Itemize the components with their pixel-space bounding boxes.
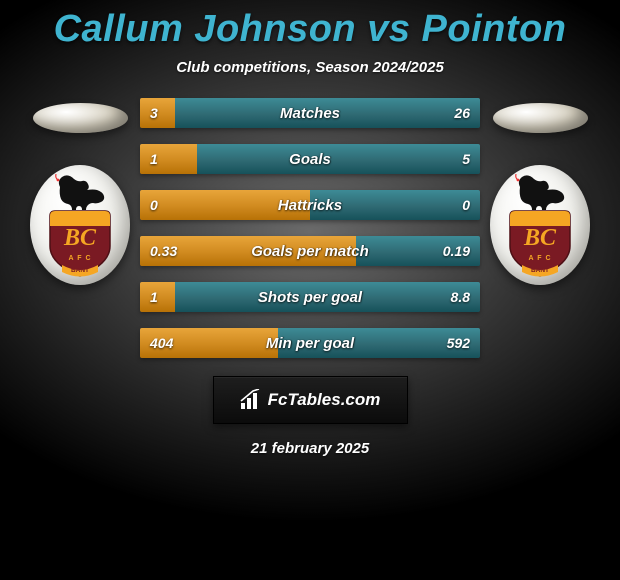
player-left-marker: [33, 103, 128, 133]
comparison-title: Callum Johnson vs Pointon: [54, 8, 567, 51]
comparison-subtitle: Club competitions, Season 2024/2025: [176, 59, 444, 76]
player-right-marker: [493, 103, 588, 133]
player-left-panel: BC A F C BANT: [20, 98, 140, 285]
stat-segment-right: [356, 236, 480, 266]
stat-segment-right: [278, 328, 480, 358]
branding-box: FcTables.com: [213, 376, 408, 424]
branding-text: FcTables.com: [268, 390, 381, 410]
stat-bar: 15Goals: [140, 144, 480, 174]
stat-segment-left: [140, 98, 175, 128]
svg-text:A F C: A F C: [528, 255, 551, 262]
stat-segment-right: [175, 282, 480, 312]
comparison-main: BC A F C BANT 326Matches 15Goals 00Hattric…: [0, 98, 620, 358]
stat-bar: 326Matches: [140, 98, 480, 128]
svg-text:BANT: BANT: [531, 267, 549, 274]
comparison-date: 21 february 2025: [251, 440, 369, 457]
svg-text:BC: BC: [63, 225, 97, 251]
svg-text:BANT: BANT: [71, 267, 89, 274]
stat-bar: 404592Min per goal: [140, 328, 480, 358]
stat-bar: 18.8Shots per goal: [140, 282, 480, 312]
player-right-panel: BC A F C BANT: [480, 98, 600, 285]
stat-segment-left: [140, 144, 197, 174]
stat-segment-right: [175, 98, 480, 128]
stat-segment-left: [140, 328, 278, 358]
stat-segment-left: [140, 190, 310, 220]
stat-segment-left: [140, 282, 175, 312]
stat-segment-left: [140, 236, 356, 266]
player-left-badge: BC A F C BANT: [30, 165, 130, 285]
stat-bar: 00Hattricks: [140, 190, 480, 220]
stat-segment-right: [310, 190, 480, 220]
stat-bars: 326Matches 15Goals 00Hattricks 0.330.19Goal…: [140, 98, 480, 358]
stat-segment-right: [197, 144, 480, 174]
chart-icon: [240, 389, 262, 411]
svg-text:A F C: A F C: [68, 255, 91, 262]
svg-text:BC: BC: [523, 225, 557, 251]
stat-bar: 0.330.19Goals per match: [140, 236, 480, 266]
player-right-badge: BC A F C BANT: [490, 165, 590, 285]
